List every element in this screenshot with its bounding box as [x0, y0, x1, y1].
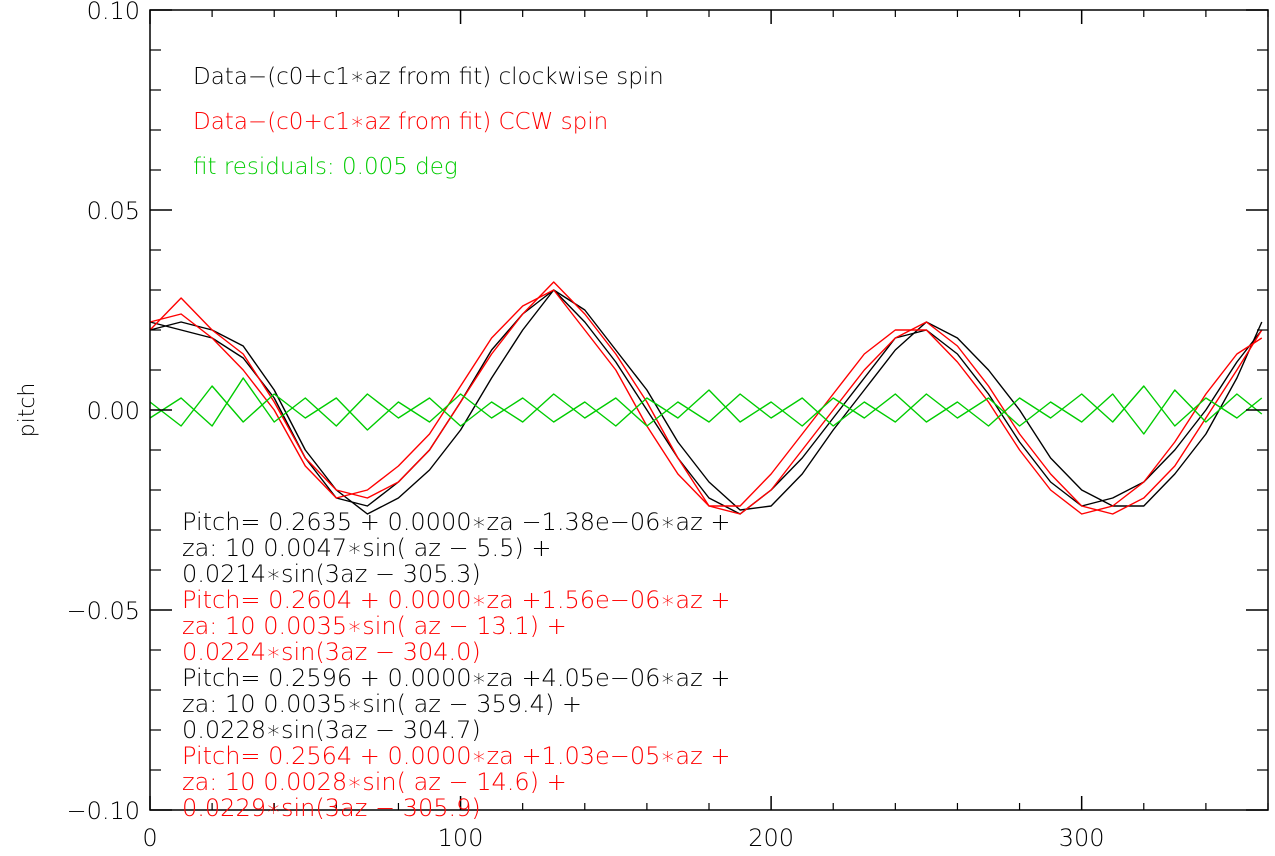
- series-line-5: [149, 377, 1263, 435]
- fit-equation-1-line-2: 0.0224∗sin(3az − 304.0): [182, 638, 481, 666]
- series-line-4: [149, 385, 1263, 431]
- y-tick-label: 0.10: [87, 0, 140, 25]
- fit-equation-1-line-1: za: 10 0.0035∗sin( az − 13.1) +: [182, 612, 567, 640]
- x-tick-label: 300: [1059, 824, 1105, 852]
- x-tick-label: 200: [748, 824, 794, 852]
- x-tick-label: 0: [142, 824, 157, 852]
- fit-equation-0-line-0: Pitch= 0.2635 + 0.0000∗za −1.38e−06∗az +: [182, 508, 730, 536]
- fit-equation-1-line-0: Pitch= 0.2604 + 0.0000∗za +1.56e−06∗az +: [182, 586, 730, 614]
- y-tick-label: 0.05: [87, 197, 140, 225]
- fit-equation-2-line-1: za: 10 0.0035∗sin( az − 359.4) +: [182, 690, 582, 718]
- fit-equation-3-line-2: 0.0229∗sin(3az − 305.9): [182, 794, 481, 822]
- annotation-layer: Data−(c0+c1∗az from fit) clockwise spin D…: [193, 64, 664, 180]
- series-line-3: [149, 289, 1263, 515]
- fit-equation-0-line-2: 0.0214∗sin(3az − 305.3): [182, 560, 481, 588]
- fit-equation-layer: Pitch= 0.2635 + 0.0000∗za −1.38e−06∗az +…: [182, 508, 730, 822]
- y-tick-label: 0.00: [87, 397, 140, 425]
- fit-equation-3-line-1: za: 10 0.0028∗sin( az − 14.6) +: [182, 768, 567, 796]
- y-tick-label: −0.05: [66, 597, 140, 625]
- fit-equation-3-line-0: Pitch= 0.2564 + 0.0000∗za +1.03e−05∗az +: [182, 742, 730, 770]
- annotation-2: fit residuals: 0.005 deg: [193, 154, 458, 180]
- annotation-1: Data−(c0+c1∗az from fit) CCW spin: [193, 109, 608, 135]
- y-tick-label: −0.10: [66, 797, 140, 825]
- tick-layer: 0 100 200 300 −0.10 −0.05 0.00 0.05 0.10: [66, 0, 1269, 852]
- y-axis-title: pitch: [15, 383, 40, 438]
- fit-equation-0-line-1: za: 10 0.0047∗sin( az − 5.5) +: [182, 534, 552, 562]
- fit-equation-2-line-2: 0.0228∗sin(3az − 304.7): [182, 716, 481, 744]
- annotation-0: Data−(c0+c1∗az from fit) clockwise spin: [193, 64, 664, 90]
- series-layer: [149, 281, 1263, 515]
- fit-equation-2-line-0: Pitch= 0.2596 + 0.0000∗za +4.05e−06∗az +: [182, 664, 730, 692]
- x-tick-label: 100: [438, 824, 484, 852]
